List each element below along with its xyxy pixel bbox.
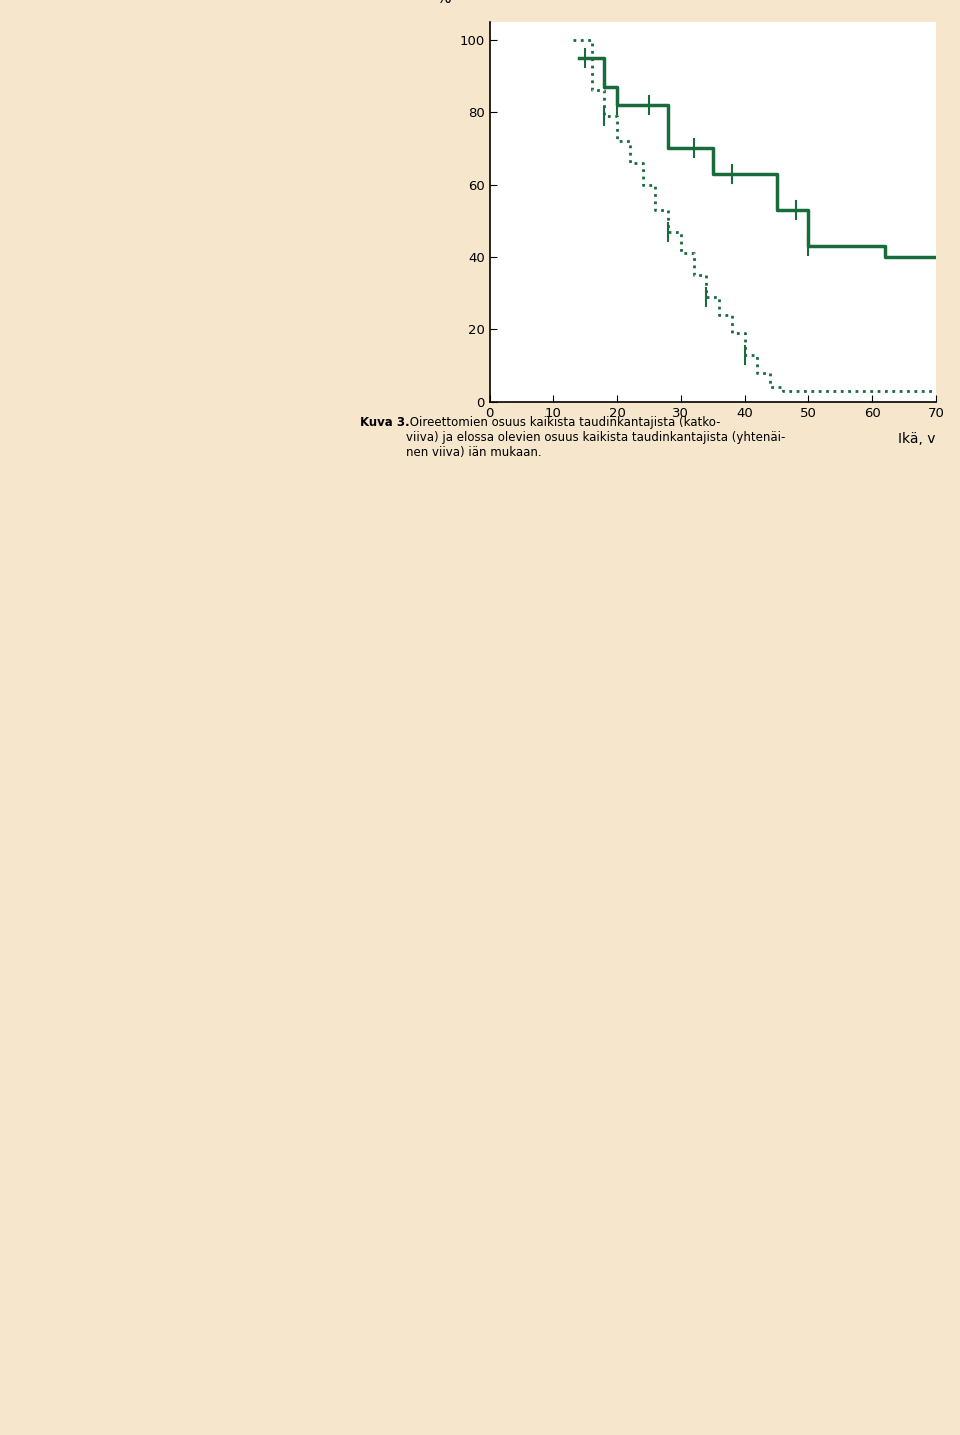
Text: Oireettomien osuus kaikista taudinkantajista (katko-
viiva) ja elossa olevien os: Oireettomien osuus kaikista taudinkantaj…: [406, 416, 785, 459]
Text: %: %: [436, 0, 450, 6]
X-axis label: Ikä, v: Ikä, v: [899, 432, 936, 446]
Text: Kuva 3.: Kuva 3.: [360, 416, 410, 429]
